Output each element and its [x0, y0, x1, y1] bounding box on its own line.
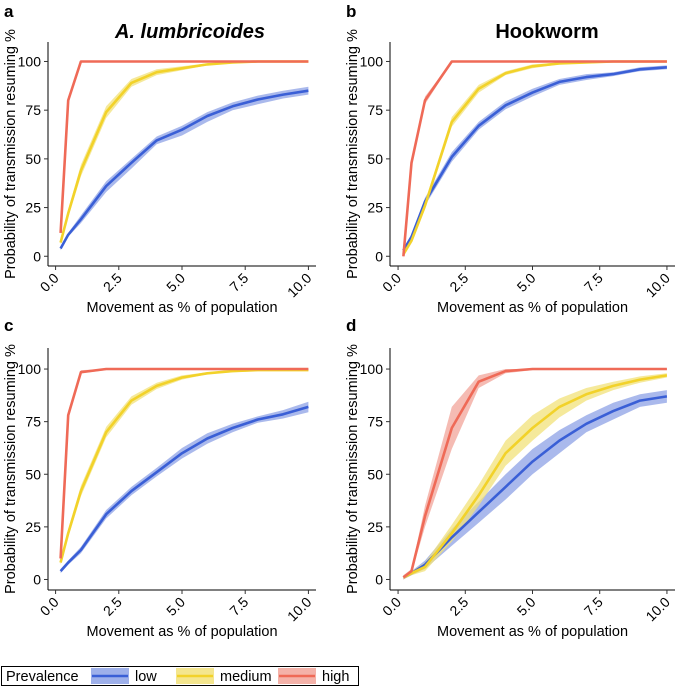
legend-label: low — [135, 669, 157, 685]
panel-label: c — [4, 316, 13, 335]
y-axis-label: Probability of transmission resuming % — [3, 344, 19, 594]
series-line-low — [402, 395, 668, 579]
legend-label: high — [322, 669, 349, 685]
y-tick-label: 0 — [375, 248, 383, 264]
y-tick-label: 75 — [367, 414, 383, 430]
series-line-low — [59, 405, 309, 572]
y-tick-label: 0 — [33, 248, 41, 264]
legend: Prevalence low medium high — [1, 666, 359, 686]
series-line-medium — [59, 60, 309, 243]
x-axis-label: Movement as % of population — [437, 300, 628, 316]
y-axis-label: Probability of transmission resuming % — [3, 29, 19, 279]
y-tick-label: 25 — [25, 200, 41, 216]
series-line-high — [402, 60, 667, 257]
x-tick-label: 10.0 — [642, 270, 673, 301]
legend-item-medium: medium — [176, 668, 272, 685]
band-medium — [60, 61, 309, 245]
x-tick-label: 2.5 — [446, 270, 471, 295]
y-tick-label: 25 — [367, 200, 383, 216]
y-tick-label: 75 — [25, 414, 41, 430]
band-high — [60, 369, 309, 561]
legend-item-low: low — [91, 668, 157, 685]
panel-label: b — [346, 2, 356, 21]
x-axis-label: Movement as % of population — [86, 300, 277, 316]
y-tick-label: 50 — [367, 466, 383, 482]
panel-label: d — [346, 316, 356, 335]
y-tick-label: 50 — [25, 466, 41, 482]
band-low — [60, 86, 309, 251]
series-line-high — [59, 367, 309, 559]
panel-title: Hookworm — [495, 21, 598, 43]
x-tick-label: 7.5 — [226, 594, 251, 619]
y-tick-label: 75 — [367, 102, 383, 118]
y-tick-label: 75 — [25, 102, 41, 118]
band-medium — [60, 369, 309, 565]
y-tick-label: 0 — [375, 571, 383, 587]
band-low — [60, 401, 309, 574]
y-tick-label: 25 — [367, 519, 383, 535]
x-tick-label: 7.5 — [581, 594, 606, 619]
x-tick-label: 0.0 — [379, 270, 404, 295]
y-tick-label: 100 — [360, 53, 384, 69]
panel-c: c 0 25 50 75 100 0.0 2.5 5.0 7.5 10.0 Movement as %… — [3, 316, 316, 640]
x-tick-label: 7.5 — [226, 270, 251, 295]
legend-item-high: high — [278, 668, 349, 685]
y-tick-label: 25 — [25, 519, 41, 535]
y-tick-label: 100 — [18, 361, 42, 377]
y-tick-label: 50 — [367, 151, 383, 167]
panel-title: A. lumbricoides — [114, 21, 265, 43]
x-tick-label: 0.0 — [37, 270, 62, 295]
band-low — [403, 65, 667, 253]
panel-b: b Hookworm 0 25 50 75 100 0.0 2.5 5.0 7.5 10.0 Movem… — [345, 2, 675, 316]
x-tick-label: 0.0 — [379, 594, 404, 619]
x-tick-label: 5.0 — [163, 270, 188, 295]
y-tick-label: 50 — [25, 151, 41, 167]
y-axis-label: Probability of transmission resuming % — [345, 344, 361, 594]
x-tick-label: 2.5 — [100, 270, 125, 295]
y-tick-label: 100 — [360, 361, 384, 377]
panel-a: a A. lumbricoides 0 25 50 75 100 0.0 2.5 5.0 7.5 10… — [3, 2, 316, 316]
series-line-medium — [402, 374, 668, 579]
x-axis-label: Movement as % of population — [437, 624, 628, 640]
legend-label: medium — [220, 669, 272, 685]
panel-d: d 0 25 50 75 100 0.0 2.5 5.0 7.5 10.0 Movement as %… — [345, 316, 675, 640]
x-tick-label: 2.5 — [100, 594, 125, 619]
x-tick-label: 10.0 — [284, 594, 315, 625]
x-tick-label: 2.5 — [446, 594, 471, 619]
x-tick-label: 5.0 — [163, 594, 188, 619]
series-line-medium — [59, 368, 309, 563]
y-axis-label: Probability of transmission resuming % — [345, 29, 361, 279]
x-tick-label: 10.0 — [284, 270, 315, 301]
panel-label: a — [4, 2, 14, 21]
series-line-high — [59, 60, 309, 233]
band-high — [60, 61, 309, 235]
x-tick-label: 0.0 — [37, 594, 62, 619]
series-line-low — [402, 66, 667, 252]
x-tick-label: 5.0 — [514, 270, 539, 295]
x-axis-label: Movement as % of population — [86, 624, 277, 640]
x-tick-label: 10.0 — [642, 594, 673, 625]
legend-title: Prevalence — [6, 669, 79, 685]
x-tick-label: 7.5 — [581, 270, 606, 295]
series-line-high — [402, 367, 667, 579]
x-tick-label: 5.0 — [514, 594, 539, 619]
series-line-low — [59, 89, 309, 250]
y-tick-label: 100 — [18, 53, 42, 69]
y-tick-label: 0 — [33, 571, 41, 587]
